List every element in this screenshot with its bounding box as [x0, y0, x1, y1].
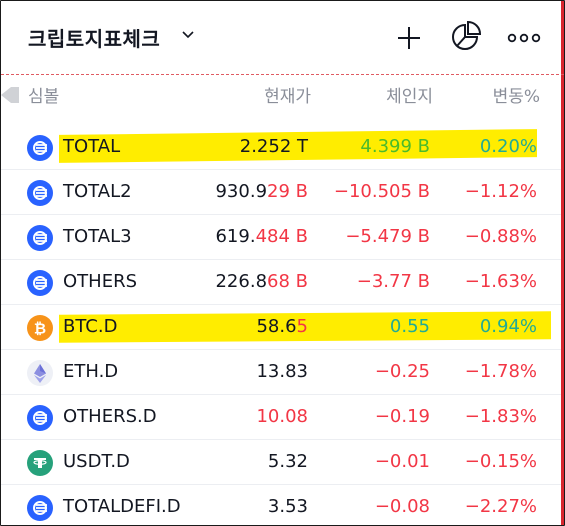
symbol-name: TOTAL — [63, 136, 121, 157]
svg-text:₿: ₿ — [34, 320, 46, 338]
last-price-main: 619. — [215, 226, 256, 247]
last-price: 58.65 — [256, 316, 308, 337]
symbol-name: ETH.D — [63, 361, 119, 382]
row-divider — [1, 169, 561, 170]
bitcoin-icon: ₿ — [27, 315, 53, 341]
last-price-main: 58.6 — [256, 316, 297, 337]
row-divider — [1, 484, 561, 485]
total-market-icon — [27, 225, 53, 251]
last-price-flash: 29 B — [267, 181, 308, 202]
last-price-main: 2.252 — [239, 136, 292, 157]
last-price: 13.83 — [256, 361, 308, 382]
row-divider — [1, 349, 561, 350]
column-header-symbol[interactable]: 심볼 — [28, 87, 60, 107]
change-value: −0.08 — [374, 496, 430, 517]
symbol-name: BTC.D — [63, 316, 118, 337]
last-price-main: 13.83 — [256, 361, 308, 382]
column-header-price[interactable]: 현재가 — [264, 87, 311, 107]
symbol-name: TOTALDEFI.D — [63, 496, 181, 517]
last-price-flash: 484 B — [255, 226, 308, 247]
watchlist-title[interactable]: 크립토지표체크 — [28, 27, 161, 51]
last-price: 226.868 B — [215, 271, 308, 292]
change-percent: 0.20% — [479, 136, 537, 157]
last-price-flash: 5 — [296, 316, 308, 337]
watchlist-row[interactable]: USDT.D 5.32 −0.01 −0.15% — [1, 441, 561, 485]
last-price: 619.484 B — [215, 226, 308, 247]
symbol-name: TOTAL2 — [63, 181, 132, 202]
watchlist-row[interactable]: TOTAL 2.252 T 4.399 B 0.20% — [1, 126, 561, 170]
header-divider — [1, 74, 564, 75]
column-header-change[interactable]: 체인지 — [386, 87, 433, 107]
ethereum-icon — [27, 360, 53, 386]
change-value: −0.25 — [374, 361, 430, 382]
last-price: 3.53 — [268, 496, 308, 517]
change-percent: −1.83% — [464, 406, 537, 427]
total-market-icon — [27, 180, 53, 206]
tether-icon — [27, 450, 53, 476]
symbol-name: OTHERS.D — [63, 406, 157, 427]
last-price-main: 930.9 — [215, 181, 268, 202]
change-value: −3.77 B — [356, 271, 430, 292]
last-price: 2.252 T — [240, 136, 308, 157]
last-price-flash: T — [291, 136, 308, 157]
watchlist-row[interactable]: OTHERS 226.868 B −3.77 B −1.63% — [1, 261, 561, 305]
last-price: 5.32 — [268, 451, 308, 472]
sort-marker-icon — [1, 87, 19, 103]
row-divider — [1, 304, 561, 305]
change-value: −10.505 B — [333, 181, 430, 202]
row-divider — [1, 214, 561, 215]
change-value: 0.55 — [389, 316, 430, 337]
watchlist-row[interactable]: TOTAL3 619.484 B −5.479 B −0.88% — [1, 216, 561, 260]
more-options-icon[interactable] — [507, 33, 541, 43]
chevron-down-icon[interactable] — [181, 27, 195, 41]
watchlist-row[interactable]: ETH.D 13.83 −0.25 −1.78% — [1, 351, 561, 395]
panel-edge — [561, 1, 564, 525]
change-percent: −0.15% — [464, 451, 537, 472]
last-price: 10.08 — [256, 406, 308, 427]
watchlist-row[interactable]: OTHERS.D 10.08 −0.19 −1.83% — [1, 396, 561, 440]
row-divider — [1, 259, 561, 260]
column-header-percent[interactable]: 변동% — [492, 87, 540, 107]
total-market-icon — [27, 135, 53, 161]
change-percent: −2.27% — [464, 496, 537, 517]
change-value: −5.479 B — [345, 226, 430, 247]
change-percent: −1.78% — [464, 361, 537, 382]
pie-chart-icon[interactable] — [449, 20, 483, 54]
change-percent: −1.12% — [464, 181, 537, 202]
last-price-main: 5.32 — [267, 451, 308, 472]
change-percent: −1.63% — [464, 271, 537, 292]
total-market-icon — [27, 270, 53, 296]
symbol-name: USDT.D — [63, 451, 130, 472]
last-price: 930.929 B — [215, 181, 308, 202]
watchlist-row[interactable]: TOTALDEFI.D 3.53 −0.08 −2.27% — [1, 486, 561, 525]
last-price-main: 3.53 — [267, 496, 308, 517]
last-price-flash: 10.08 — [256, 406, 308, 427]
add-symbol-icon[interactable] — [396, 25, 422, 51]
symbol-name: TOTAL3 — [63, 226, 132, 247]
last-price-main: 226.8 — [215, 271, 268, 292]
total-market-icon — [27, 495, 53, 521]
total-market-icon — [27, 405, 53, 431]
symbol-name: OTHERS — [63, 271, 138, 292]
change-value: 4.399 B — [360, 136, 430, 157]
row-divider — [1, 394, 561, 395]
watchlist-row[interactable]: TOTAL2 930.929 B −10.505 B −1.12% — [1, 171, 561, 215]
change-value: −0.19 — [374, 406, 430, 427]
watchlist-row[interactable]: ₿ BTC.D 58.65 0.55 0.94% — [1, 306, 561, 350]
row-divider — [1, 439, 561, 440]
change-percent: −0.88% — [464, 226, 537, 247]
change-value: −0.01 — [374, 451, 430, 472]
watchlist-header: 크립토지표체크 — [1, 1, 564, 73]
last-price-flash: 68 B — [267, 271, 308, 292]
change-percent: 0.94% — [479, 316, 537, 337]
